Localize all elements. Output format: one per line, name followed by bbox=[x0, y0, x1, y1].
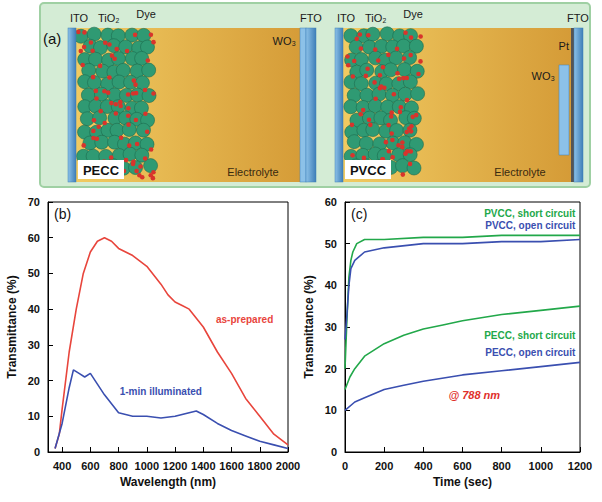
svg-text:Electrolyte: Electrolyte bbox=[227, 166, 278, 178]
svg-text:400: 400 bbox=[414, 460, 432, 472]
svg-text:as-prepared: as-prepared bbox=[216, 314, 273, 325]
svg-text:1000: 1000 bbox=[135, 460, 159, 472]
svg-text:PVCC, open circuit: PVCC, open circuit bbox=[485, 220, 576, 231]
svg-text:PECC: PECC bbox=[83, 163, 120, 178]
svg-text:FTO: FTO bbox=[567, 12, 589, 24]
svg-text:(b): (b) bbox=[54, 206, 71, 222]
svg-text:10: 10 bbox=[325, 404, 337, 416]
svg-text:1600: 1600 bbox=[219, 460, 243, 472]
svg-text:Transmittance (%): Transmittance (%) bbox=[5, 275, 19, 378]
svg-text:30: 30 bbox=[325, 321, 337, 333]
svg-text:0: 0 bbox=[342, 460, 348, 472]
svg-text:800: 800 bbox=[109, 460, 127, 472]
svg-text:PVCC, short circuit: PVCC, short circuit bbox=[484, 208, 576, 219]
svg-text:FTO: FTO bbox=[300, 12, 322, 24]
svg-text:0: 0 bbox=[34, 446, 40, 458]
svg-text:1200: 1200 bbox=[163, 460, 187, 472]
svg-text:WO₃: WO₃ bbox=[532, 70, 555, 82]
svg-text:70: 70 bbox=[28, 196, 40, 208]
svg-text:PVCC: PVCC bbox=[350, 163, 387, 178]
svg-text:TiO₂: TiO₂ bbox=[98, 12, 120, 24]
svg-text:TiO₂: TiO₂ bbox=[365, 12, 387, 24]
svg-text:20: 20 bbox=[28, 375, 40, 387]
svg-text:WO₃: WO₃ bbox=[273, 35, 296, 47]
svg-text:60: 60 bbox=[28, 232, 40, 244]
svg-text:1200: 1200 bbox=[568, 460, 592, 472]
svg-text:10: 10 bbox=[28, 410, 40, 422]
svg-text:40: 40 bbox=[28, 303, 40, 315]
svg-text:50: 50 bbox=[325, 238, 337, 250]
svg-text:(a): (a) bbox=[43, 30, 61, 47]
svg-text:600: 600 bbox=[81, 460, 99, 472]
svg-text:1000: 1000 bbox=[529, 460, 553, 472]
svg-text:0: 0 bbox=[331, 446, 337, 458]
svg-text:50: 50 bbox=[28, 267, 40, 279]
svg-text:(c): (c) bbox=[351, 206, 367, 222]
svg-text:60: 60 bbox=[325, 196, 337, 208]
svg-text:ITO: ITO bbox=[337, 12, 356, 24]
svg-text:40: 40 bbox=[325, 279, 337, 291]
svg-text:Time (sec): Time (sec) bbox=[433, 475, 492, 489]
svg-text:1400: 1400 bbox=[191, 460, 215, 472]
svg-text:1800: 1800 bbox=[248, 460, 272, 472]
svg-text:30: 30 bbox=[28, 339, 40, 351]
svg-text:600: 600 bbox=[453, 460, 471, 472]
svg-text:Electrolyte: Electrolyte bbox=[494, 166, 545, 178]
svg-text:PECC, short circuit: PECC, short circuit bbox=[484, 330, 576, 341]
svg-text:Pt: Pt bbox=[559, 40, 569, 52]
svg-text:Transmittance (%): Transmittance (%) bbox=[302, 275, 316, 378]
svg-text:800: 800 bbox=[492, 460, 510, 472]
svg-text:20: 20 bbox=[325, 363, 337, 375]
svg-text:Dye: Dye bbox=[403, 8, 423, 20]
svg-text:ITO: ITO bbox=[70, 12, 89, 24]
svg-text:@ 788 nm: @ 788 nm bbox=[448, 389, 500, 401]
svg-text:2000: 2000 bbox=[276, 460, 300, 472]
svg-text:1-min illuminated: 1-min illuminated bbox=[120, 386, 202, 397]
svg-text:400: 400 bbox=[53, 460, 71, 472]
svg-text:PECC, open circuit: PECC, open circuit bbox=[485, 347, 576, 358]
svg-text:Wavelength (nm): Wavelength (nm) bbox=[120, 475, 216, 489]
svg-text:200: 200 bbox=[375, 460, 393, 472]
svg-text:Dye: Dye bbox=[136, 8, 156, 20]
